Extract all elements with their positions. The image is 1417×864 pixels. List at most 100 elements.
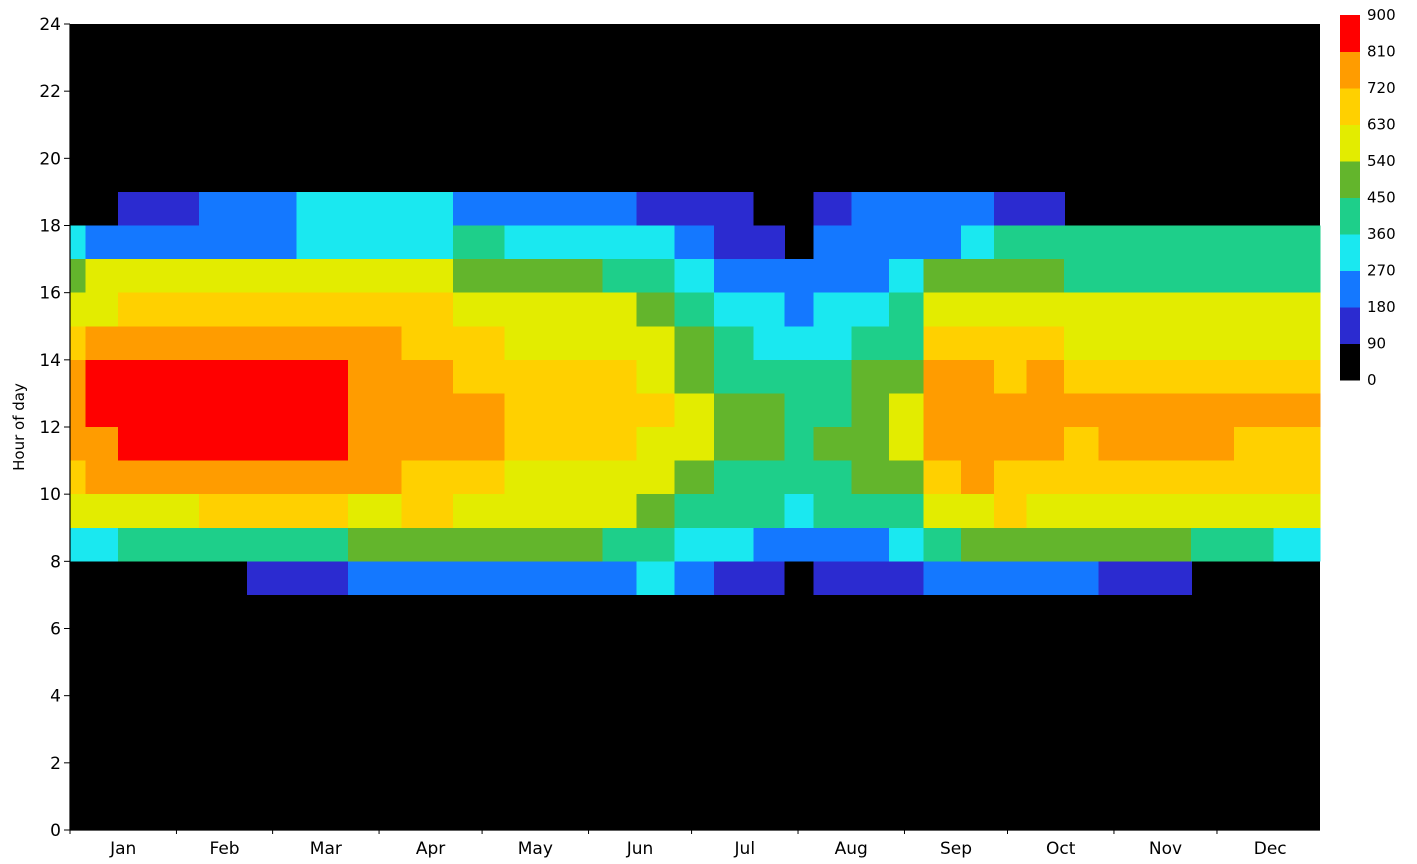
heatmap-cell [602, 359, 638, 394]
heatmap-cell [923, 326, 962, 360]
heatmap-cell [1139, 427, 1192, 461]
heatmap-cell [85, 292, 119, 327]
heatmap-cell [923, 494, 962, 528]
heatmap-cell [713, 292, 754, 327]
heatmap-cell [198, 460, 248, 495]
heatmap-cell [923, 292, 962, 327]
heatmap-cell [1273, 326, 1309, 360]
heatmap-cell [889, 259, 924, 293]
heatmap-cell [155, 292, 200, 327]
heatmap-cell [1273, 427, 1309, 461]
heatmap-cell [246, 561, 298, 595]
heatmap-cell [198, 326, 248, 360]
heatmap-cell [784, 292, 815, 327]
heatmap-cell [296, 359, 349, 394]
heatmap-cell [1139, 359, 1192, 394]
heatmap-cell [504, 494, 560, 528]
colorbar-tick-label: 900 [1367, 6, 1396, 24]
heatmap-cell [155, 359, 200, 394]
y-tick-label: 14 [39, 351, 61, 371]
heatmap-cell [246, 359, 298, 394]
heatmap-cell [753, 259, 785, 293]
colorbar-segment [1340, 343, 1360, 381]
heatmap-cell [1026, 527, 1065, 562]
heatmap-cell [1139, 292, 1192, 327]
x-tick-label: Aug [835, 839, 868, 859]
heatmap-cell [889, 460, 924, 495]
heatmap-cell [504, 292, 560, 327]
heatmap-cell [246, 460, 298, 495]
y-tick-label: 18 [39, 217, 61, 237]
heatmap-cell [713, 225, 754, 260]
colorbar-tick-label: 630 [1367, 116, 1396, 134]
heatmap-cell [118, 225, 157, 260]
heatmap-cell [155, 460, 200, 495]
heatmap-cell [296, 460, 349, 495]
x-tick-label: Sep [940, 839, 972, 859]
heatmap-cell [1026, 494, 1065, 528]
heatmap-cell [1139, 393, 1192, 427]
colorbar-tick-label: 0 [1367, 371, 1377, 389]
heatmap-cell [559, 494, 603, 528]
heatmap-cell [1273, 259, 1309, 293]
heatmap-cell [155, 427, 200, 461]
heatmap-cell [923, 527, 962, 562]
heatmap-cell [401, 393, 454, 427]
heatmap-cell [559, 393, 603, 427]
heatmap-cell [889, 191, 924, 226]
heatmap-cell [296, 292, 349, 327]
heatmap-cell [1191, 225, 1235, 260]
heatmap-cell [348, 292, 402, 327]
heatmap-cell [753, 393, 785, 427]
heatmap-cell [559, 326, 603, 360]
y-tick-label: 24 [39, 15, 61, 35]
heatmap-cell [452, 393, 506, 427]
heatmap-cell [753, 561, 785, 595]
heatmap-cell [504, 259, 560, 293]
heatmap-cell [1234, 359, 1275, 394]
heatmap-cell [70, 225, 87, 260]
heatmap-cell [1273, 393, 1309, 427]
heatmap-cell [1026, 292, 1065, 327]
heatmap-cell [813, 259, 852, 293]
heatmap-cell [602, 191, 638, 226]
heatmap-cell [155, 326, 200, 360]
heatmap-cell [753, 359, 785, 394]
heatmap-cell [85, 527, 119, 562]
heatmap-cell [1026, 359, 1065, 394]
heatmap-cell [1139, 527, 1192, 562]
heatmap-cell [961, 393, 995, 427]
heatmap-cell [296, 259, 349, 293]
heatmap-cell [713, 326, 754, 360]
heatmap-cell [851, 427, 890, 461]
heatmap-cell [504, 225, 560, 260]
heatmap-cell [348, 191, 402, 226]
heatmap-cell [1307, 494, 1321, 528]
heatmap-cell [401, 460, 454, 495]
x-tick-label: May [518, 839, 553, 859]
colorbar-tick-label: 810 [1367, 43, 1396, 61]
heatmap-cell [452, 292, 506, 327]
colorbar-tick-label: 270 [1367, 262, 1396, 280]
heatmap-cell [961, 427, 995, 461]
heatmap-cell [784, 427, 815, 461]
heatmap-cell [1064, 427, 1100, 461]
heatmap-cell [70, 326, 87, 360]
heatmap-cell [1064, 359, 1100, 394]
heatmap-cell [961, 292, 995, 327]
plot-area [70, 24, 1321, 830]
heatmap-cell [1064, 460, 1100, 495]
heatmap-cell [348, 427, 402, 461]
heatmap-cell [713, 393, 754, 427]
heatmap-cell [993, 191, 1027, 226]
heatmap-cell [296, 527, 349, 562]
heatmap-cell [889, 225, 924, 260]
heatmap-cell [713, 259, 754, 293]
heatmap-cell [889, 427, 924, 461]
heatmap-cell [348, 359, 402, 394]
heatmap-cell [636, 561, 675, 595]
heatmap-cell [1098, 225, 1141, 260]
heatmap-cell [602, 292, 638, 327]
